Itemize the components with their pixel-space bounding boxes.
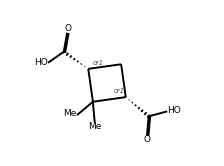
Text: O: O: [64, 24, 71, 33]
Text: HO: HO: [167, 106, 181, 115]
Text: O: O: [144, 135, 151, 144]
Text: Me: Me: [63, 109, 77, 118]
Text: Me: Me: [88, 122, 101, 131]
Text: HO: HO: [34, 58, 48, 67]
Text: or1: or1: [93, 60, 103, 66]
Text: or1: or1: [113, 88, 124, 94]
